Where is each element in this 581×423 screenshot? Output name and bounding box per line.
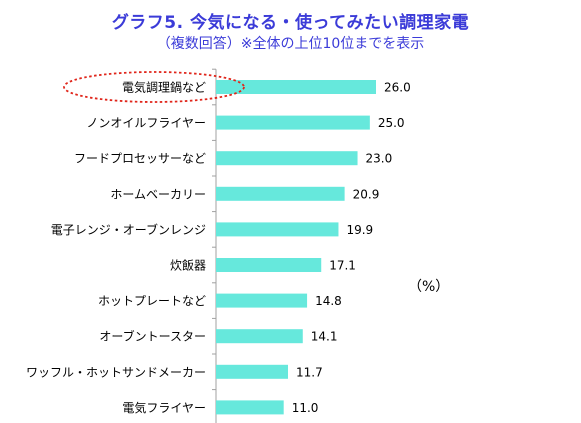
bar: [216, 115, 370, 130]
category-label: オーブントースター: [99, 329, 206, 344]
unit-label: （%）: [408, 279, 450, 295]
category-label: ホームベーカリー: [110, 187, 206, 201]
data-label: 26.0: [384, 81, 411, 95]
category-label: ワッフル・ホットサンドメーカー: [26, 365, 206, 379]
bar: [216, 293, 308, 308]
bar: [216, 151, 358, 166]
category-label: ノンオイルフライヤー: [86, 116, 206, 130]
bar: [216, 400, 284, 415]
data-label: 19.9: [346, 223, 373, 237]
data-label: 11.0: [292, 401, 319, 415]
chart-title: グラフ5. 今気になる・使ってみたい調理家電: [111, 13, 470, 33]
data-label: 14.1: [311, 330, 338, 344]
bar: [216, 80, 376, 94]
category-label: ホットプレートなど: [98, 294, 206, 308]
data-label: 11.7: [296, 365, 323, 379]
data-label: 17.1: [329, 259, 356, 273]
data-label: 20.9: [353, 187, 380, 201]
chart-subtitle: （複数回答）※全体の上位10位までを表示: [156, 36, 425, 52]
data-label: 14.8: [315, 294, 342, 308]
category-label: 炊飯器: [170, 258, 206, 273]
category-label: 電気フライヤー: [122, 400, 206, 415]
bar: [216, 329, 303, 344]
category-label: フードプロセッサーなど: [74, 152, 206, 166]
highlight-ellipse: [63, 71, 245, 103]
bar: [216, 364, 288, 379]
data-label: 25.0: [378, 116, 405, 130]
category-label: 電子レンジ・オーブンレンジ: [51, 222, 206, 237]
bar: [216, 186, 345, 201]
bar: [216, 258, 322, 272]
data-label: 23.0: [366, 152, 393, 166]
category-label: 電気調理鍋など: [122, 80, 206, 95]
bar: [216, 222, 339, 237]
